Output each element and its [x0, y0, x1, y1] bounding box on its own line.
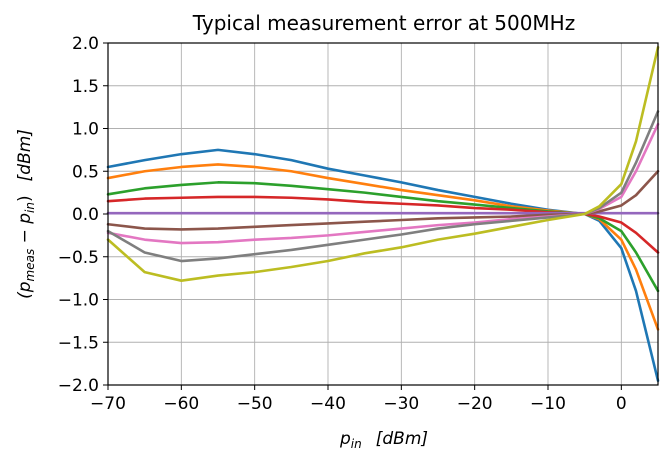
y-tick-label: 2.0 — [72, 34, 99, 54]
y-tick-label: 0.5 — [72, 162, 99, 182]
y-tick-label: 1.0 — [72, 120, 99, 140]
series-group — [106, 45, 660, 383]
series-line-4 — [106, 195, 660, 254]
y-tick-label: −1.0 — [58, 291, 99, 311]
x-tick-label: −40 — [310, 394, 346, 414]
x-axis-label: pin [dBm] — [339, 429, 428, 451]
series-line-2 — [106, 163, 660, 331]
x-tick-label: −50 — [237, 394, 273, 414]
y-ticks: 2.0 1.5 1.0 0.5 0.0 −0.5 −1.0 −1.5 −2.0 — [58, 34, 108, 396]
series-line-1 — [106, 148, 660, 383]
x-tick-label: −60 — [163, 394, 199, 414]
y-axis-label-open: (p — [15, 281, 35, 299]
x-ticks: −70 −60 −50 −40 −30 −20 −10 0 — [90, 385, 627, 414]
x-axis-label-unit: [dBm] — [376, 429, 428, 449]
y-axis-label-sub1: meas — [23, 249, 37, 282]
x-tick-label: 0 — [616, 394, 627, 414]
series-line-6 — [106, 169, 660, 231]
x-tick-label: −20 — [457, 394, 493, 414]
y-tick-label: −2.0 — [58, 376, 99, 396]
y-axis-label-close: ) — [15, 195, 35, 202]
y-tick-label: −1.5 — [58, 333, 99, 353]
y-tick-label: −0.5 — [58, 248, 99, 268]
y-tick-label: 0.0 — [72, 205, 99, 225]
x-axis-label-main: p — [339, 429, 351, 449]
series-line-3 — [106, 181, 660, 293]
y-axis-label-sub2: in — [23, 202, 37, 213]
x-axis-label-sub: in — [351, 437, 362, 451]
y-tick-label: 1.5 — [72, 77, 99, 97]
series-line-8 — [106, 110, 660, 263]
chart-title: Typical measurement error at 500MHz — [192, 11, 575, 35]
x-tick-label: −30 — [383, 394, 419, 414]
y-axis-label: (pmeas − pin) [dBm] — [15, 129, 37, 299]
y-axis-label-unit: [dBm] — [15, 129, 35, 181]
x-tick-label: −10 — [530, 394, 566, 414]
x-tick-label: −70 — [90, 394, 126, 414]
y-axis-label-mid: − p — [15, 213, 35, 249]
series-line-9 — [106, 45, 660, 282]
